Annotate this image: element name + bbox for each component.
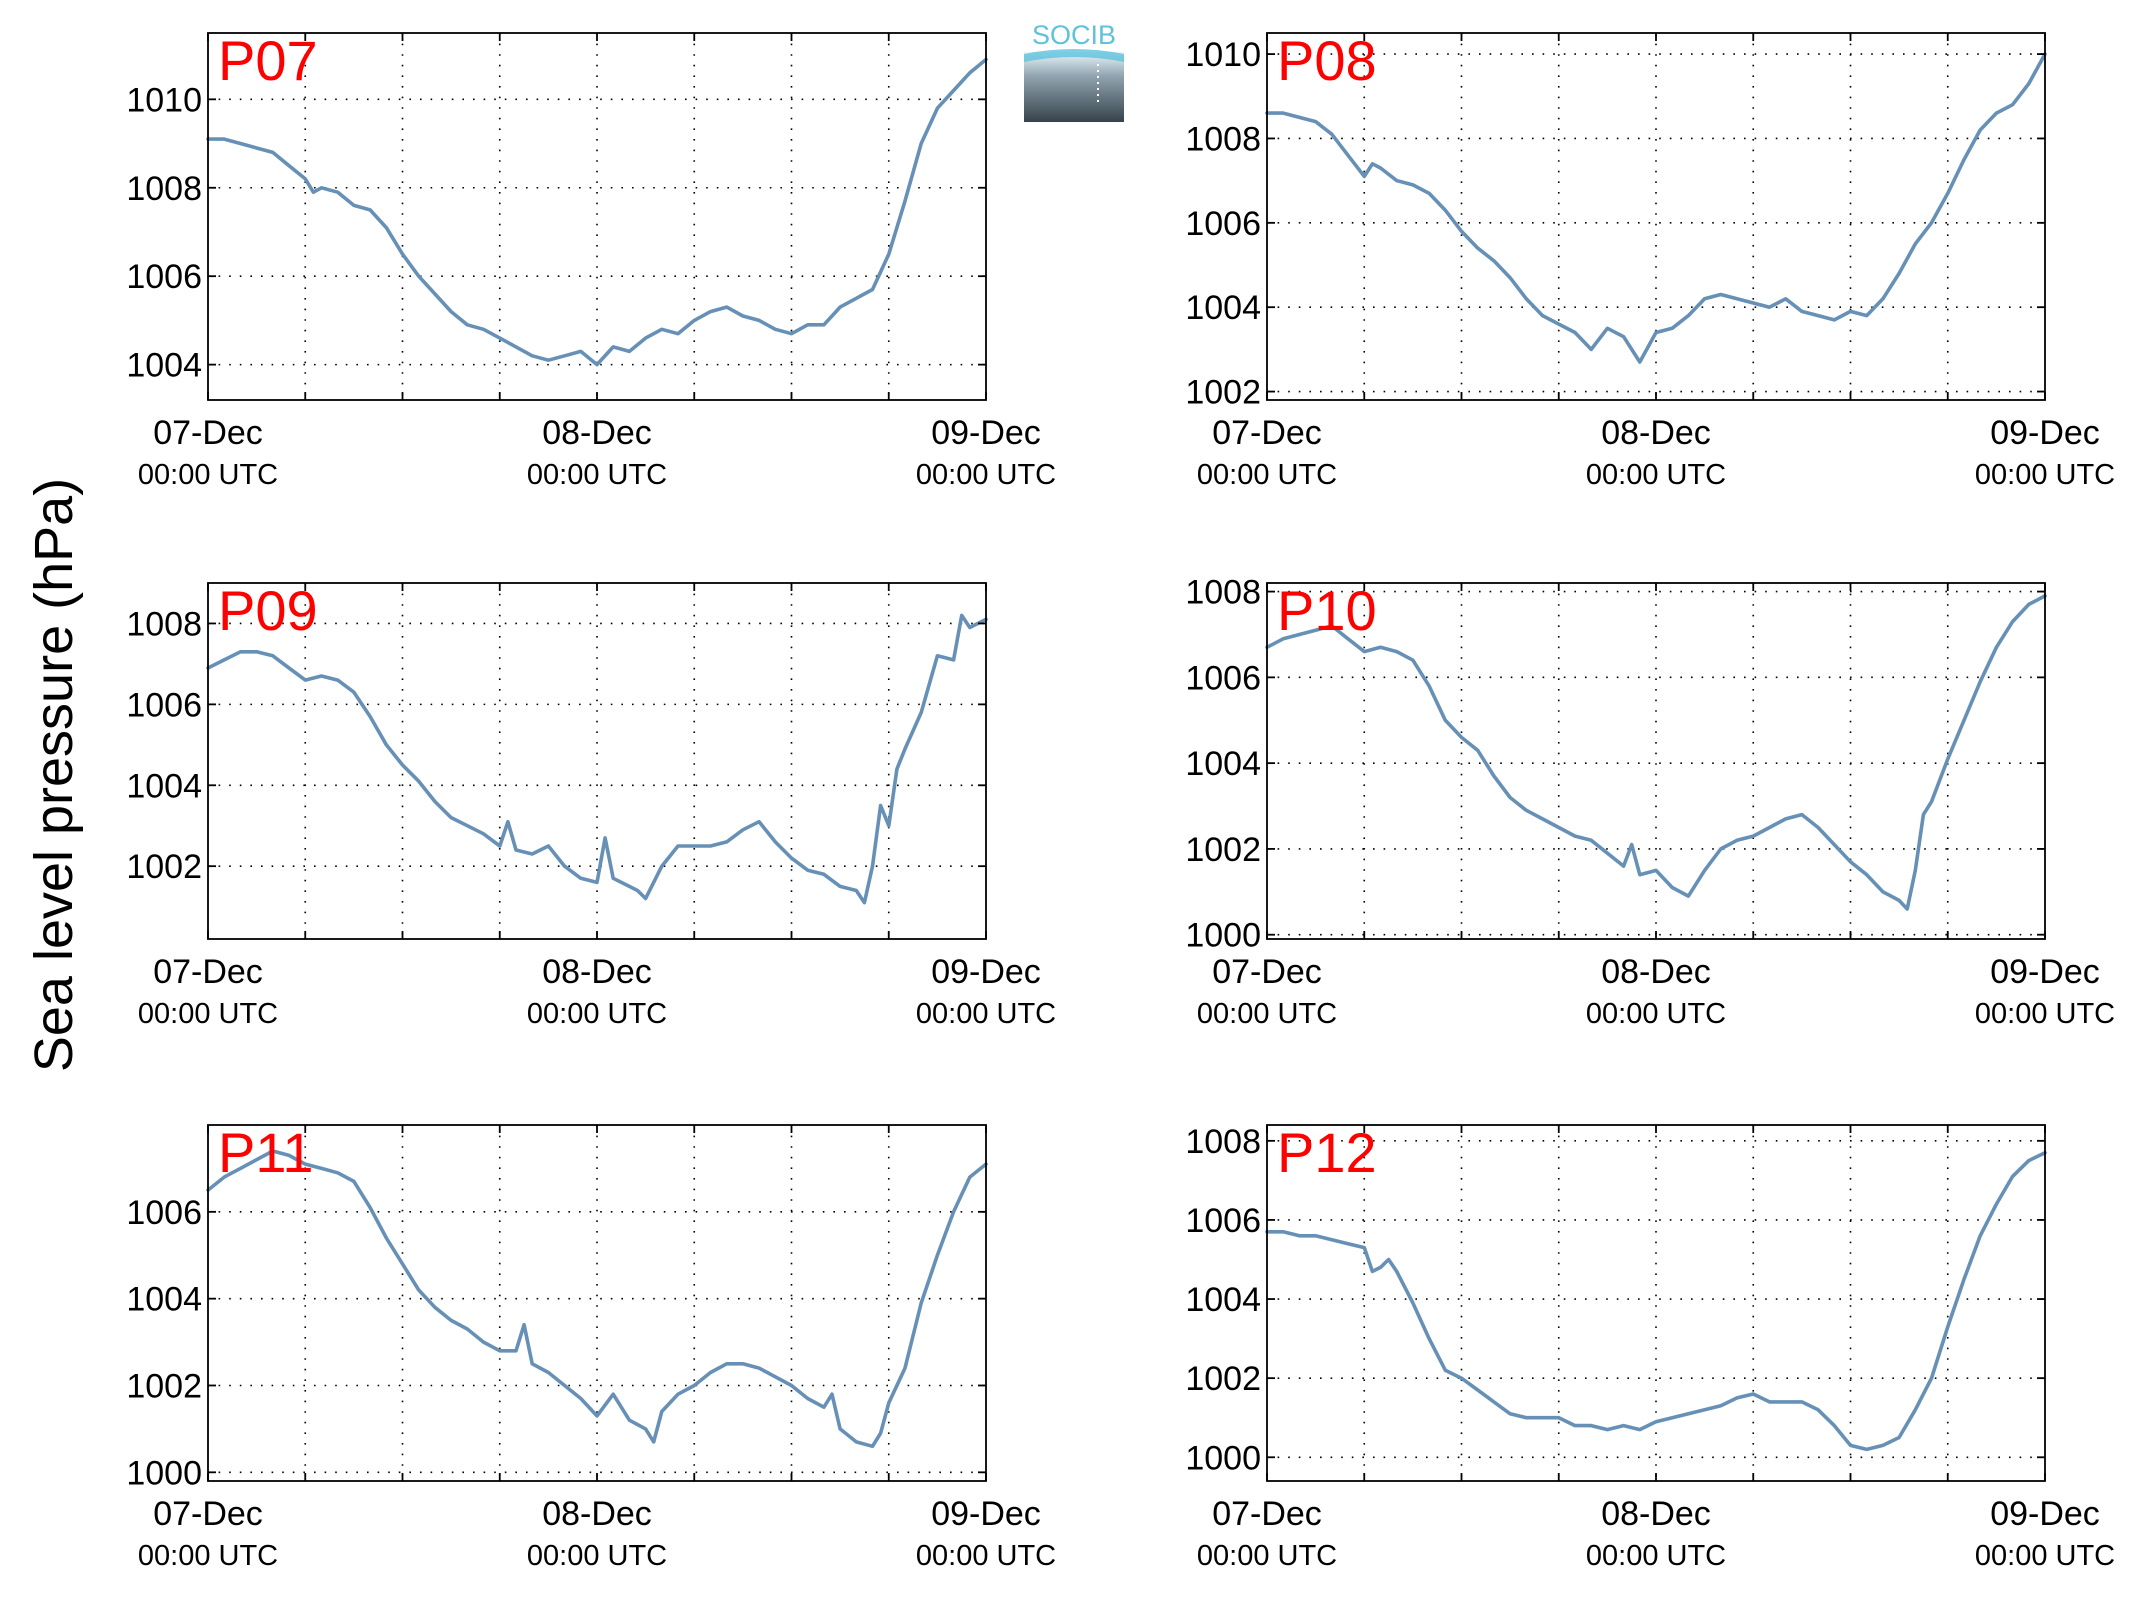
chart-panel-p11: 1000 1002 1004 1006 07-Dec 00:00 UTC 08-Dec 00:… bbox=[126, 1121, 1056, 1572]
x-tick-label: 08-Dec bbox=[542, 953, 652, 991]
x-tick-label: 08-Dec bbox=[542, 414, 652, 452]
y-tick-label: 1006 bbox=[126, 258, 202, 296]
y-tick-label: 1004 bbox=[1185, 1281, 1261, 1319]
plot-area bbox=[208, 1125, 986, 1481]
y-tick-label: 1002 bbox=[126, 1367, 202, 1405]
y-tick-label: 1008 bbox=[126, 170, 202, 208]
x-tick-sublabel: 00:00 UTC bbox=[1197, 459, 1337, 491]
x-tick-sublabel: 00:00 UTC bbox=[1975, 998, 2115, 1030]
y-tick-label: 1000 bbox=[126, 1454, 202, 1492]
logo-text: SOCIB bbox=[1032, 20, 1116, 50]
panel-title: P08 bbox=[1277, 29, 1377, 92]
y-tick-label: 1002 bbox=[1185, 374, 1261, 412]
x-tick-sublabel: 00:00 UTC bbox=[138, 459, 278, 491]
y-tick-label: 1002 bbox=[126, 848, 202, 886]
chart-panels: 1004 1006 1008 1010 07-Dec 00:00 UTC 08-Dec 00:… bbox=[126, 29, 2115, 1572]
y-tick-label: 1010 bbox=[126, 81, 202, 119]
x-tick-sublabel: 00:00 UTC bbox=[527, 998, 667, 1030]
x-tick-label: 07-Dec bbox=[153, 953, 263, 991]
x-tick-label: 07-Dec bbox=[1212, 953, 1322, 991]
x-tick-sublabel: 00:00 UTC bbox=[916, 998, 1056, 1030]
x-tick-sublabel: 00:00 UTC bbox=[1586, 998, 1726, 1030]
logo-box bbox=[1024, 52, 1124, 122]
y-tick-label: 1010 bbox=[1185, 36, 1261, 74]
y-tick-label: 1004 bbox=[126, 347, 202, 385]
y-tick-label: 1004 bbox=[1185, 289, 1261, 327]
pressure-series-line bbox=[206, 613, 988, 905]
x-tick-sublabel: 00:00 UTC bbox=[527, 1540, 667, 1572]
logo-wave-shape bbox=[1024, 49, 1124, 62]
y-tick-label: 1004 bbox=[1185, 745, 1261, 783]
x-tick-sublabel: 00:00 UTC bbox=[1586, 1540, 1726, 1572]
x-tick-label: 09-Dec bbox=[931, 953, 1041, 991]
x-tick-sublabel: 00:00 UTC bbox=[916, 1540, 1056, 1572]
chart-panel-p09: 1002 1004 1006 1008 07-Dec 00:00 UTC 08-Dec 00:… bbox=[126, 579, 1056, 1030]
plot-area bbox=[1267, 33, 2045, 400]
x-tick-sublabel: 00:00 UTC bbox=[138, 998, 278, 1030]
y-tick-label: 1006 bbox=[1185, 659, 1261, 697]
x-tick-label: 08-Dec bbox=[1601, 1495, 1711, 1533]
y-tick-label: 1008 bbox=[126, 605, 202, 643]
y-tick-label: 1008 bbox=[1185, 574, 1261, 612]
x-tick-label: 08-Dec bbox=[1601, 953, 1711, 991]
y-tick-label: 1006 bbox=[126, 686, 202, 724]
pressure-series-line bbox=[1265, 594, 2047, 911]
y-tick-label: 1002 bbox=[1185, 831, 1261, 869]
y-tick-label: 1004 bbox=[126, 1281, 202, 1319]
x-tick-label: 09-Dec bbox=[1990, 414, 2100, 452]
x-tick-sublabel: 00:00 UTC bbox=[527, 459, 667, 491]
panel-title: P11 bbox=[218, 1121, 313, 1184]
x-tick-sublabel: 00:00 UTC bbox=[1975, 1540, 2115, 1572]
plot-area bbox=[208, 33, 986, 400]
pressure-series-line bbox=[1265, 1150, 2047, 1452]
y-tick-label: 1008 bbox=[1185, 120, 1261, 158]
plot-area bbox=[1267, 583, 2045, 939]
panel-title: P07 bbox=[218, 29, 318, 92]
x-tick-sublabel: 00:00 UTC bbox=[1586, 459, 1726, 491]
panel-title: P10 bbox=[1277, 579, 1377, 642]
panel-title: P09 bbox=[218, 579, 318, 642]
y-tick-label: 1002 bbox=[1185, 1360, 1261, 1398]
x-tick-label: 09-Dec bbox=[931, 414, 1041, 452]
y-tick-label: 1000 bbox=[1185, 1439, 1261, 1477]
x-tick-label: 07-Dec bbox=[1212, 1495, 1322, 1533]
y-tick-label: 1004 bbox=[126, 767, 202, 805]
x-tick-sublabel: 00:00 UTC bbox=[138, 1540, 278, 1572]
x-tick-label: 07-Dec bbox=[1212, 414, 1322, 452]
x-tick-label: 08-Dec bbox=[1601, 414, 1711, 452]
chart-panel-p10: 1000 1002 1004 1006 1008 07-Dec 00:00 UTC 08-De… bbox=[1185, 574, 2115, 1030]
x-tick-label: 08-Dec bbox=[542, 1495, 652, 1533]
x-tick-sublabel: 00:00 UTC bbox=[1197, 998, 1337, 1030]
chart-panel-p08: 1002 1004 1006 1008 1010 07-Dec 00:00 UTC 08-De… bbox=[1185, 29, 2115, 491]
x-tick-label: 07-Dec bbox=[153, 1495, 263, 1533]
y-tick-label: 1006 bbox=[1185, 1202, 1261, 1240]
figure-y-axis-label: Sea level pressure (hPa) bbox=[24, 478, 84, 1072]
x-tick-sublabel: 00:00 UTC bbox=[916, 459, 1056, 491]
chart-panel-p07: 1004 1006 1008 1010 07-Dec 00:00 UTC 08-Dec 00:… bbox=[126, 29, 1056, 491]
x-tick-label: 09-Dec bbox=[1990, 1495, 2100, 1533]
x-tick-label: 09-Dec bbox=[931, 1495, 1041, 1533]
y-tick-label: 1006 bbox=[126, 1194, 202, 1232]
chart-panel-p12: 1000 1002 1004 1006 1008 07-Dec 00:00 UTC 08-De… bbox=[1185, 1121, 2115, 1572]
y-tick-label: 1008 bbox=[1185, 1123, 1261, 1161]
x-tick-label: 09-Dec bbox=[1990, 953, 2100, 991]
pressure-series-line bbox=[1265, 52, 2047, 364]
y-tick-label: 1000 bbox=[1185, 917, 1261, 955]
x-tick-sublabel: 00:00 UTC bbox=[1197, 1540, 1337, 1572]
panel-title: P12 bbox=[1277, 1121, 1377, 1184]
pressure-series-line bbox=[206, 1149, 988, 1449]
y-tick-label: 1006 bbox=[1185, 205, 1261, 243]
x-tick-label: 07-Dec bbox=[153, 414, 263, 452]
pressure-series-line bbox=[206, 57, 988, 367]
socib-logo: SOCIB bbox=[1024, 20, 1124, 122]
x-tick-sublabel: 00:00 UTC bbox=[1975, 459, 2115, 491]
